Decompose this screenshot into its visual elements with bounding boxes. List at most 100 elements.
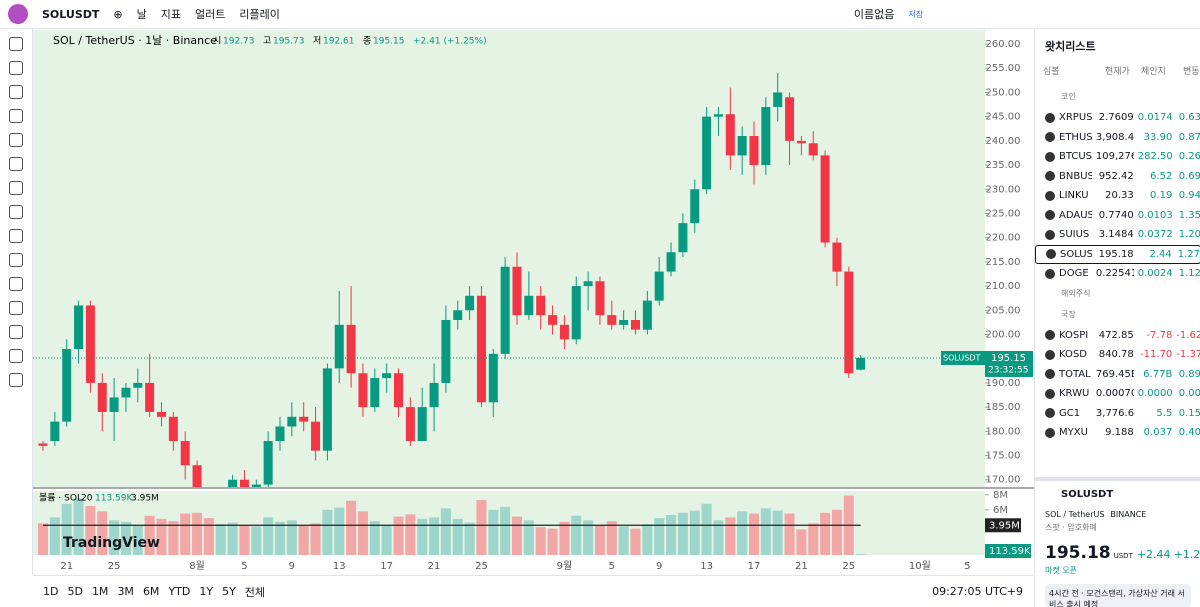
volume-bar (701, 503, 712, 555)
watchlist-row[interactable]: ADAUS 0.7740 0.0103 1.35 (1035, 206, 1200, 225)
watchlist-row[interactable]: TOTAL 769.45B 6.77B 0.89 (1035, 365, 1200, 384)
tool[interactable] (9, 373, 23, 387)
save[interactable]: 저장 (908, 9, 924, 19)
y-tick-label: 175.00 (986, 451, 1021, 462)
tool[interactable] (9, 253, 23, 267)
chart: 260.00 255.00 250.00 245.00 240.00 235.00 230.… (33, 30, 1034, 572)
alert[interactable]: 얼러트 (194, 8, 226, 21)
volume-bar (156, 518, 167, 555)
volume-tick-label: 8M (993, 490, 1008, 501)
candle-body (808, 143, 818, 156)
watchlist-row[interactable]: SUIUS 3.1484 0.0372 1.20 (1035, 225, 1200, 244)
symbol-tag (941, 350, 985, 365)
interval[interactable]: 날 (136, 8, 147, 21)
detail-news[interactable]: 4시간 전 · 모건스탠리, 가상자산 거래 서비스 출시 예정 (1045, 584, 1191, 607)
add-symbol[interactable]: ⊕ (113, 7, 123, 21)
watchlist-row[interactable]: KOSD 840.78 -11.70 -1.37 (1035, 345, 1200, 364)
group-header[interactable]: 해외주식 (1061, 288, 1091, 298)
row-cell: 952.42 (1098, 170, 1134, 182)
watchlist-row[interactable]: KOSPI 472.85 -7.78 -1.62 (1035, 326, 1200, 345)
candle-body (62, 349, 72, 422)
tool[interactable] (9, 109, 23, 123)
volume-bar (571, 515, 582, 555)
row-cell: 1.27 (1177, 248, 1200, 260)
ohlc-value: 195.73 (273, 37, 305, 47)
watchlist-row[interactable]: LINKU 20.33 0.19 0.94 (1035, 186, 1200, 205)
timeframe[interactable]: 3M (117, 585, 134, 598)
row-cell: 0.037 (1143, 427, 1173, 438)
watchlist-row[interactable]: SOLUS 195.18 2.44 1.27 (1035, 244, 1200, 264)
tool[interactable] (9, 325, 23, 339)
watchlist-row[interactable]: BNBUS 952.42 6.52 0.69 (1035, 167, 1200, 186)
tool[interactable] (9, 157, 23, 171)
volume-bar (203, 518, 214, 555)
x-tick-label: 13 (700, 561, 713, 572)
price-tag (985, 350, 1033, 377)
watchlist-row[interactable]: GC1 3,776.6 5.5 0.15 (1035, 404, 1200, 423)
volume-bar (630, 528, 641, 555)
candle-body (133, 382, 143, 388)
tool[interactable] (9, 85, 23, 99)
candle-body (856, 357, 866, 370)
timeframe[interactable]: 1Y (199, 585, 214, 598)
candle-body (429, 382, 439, 408)
symbol-search[interactable]: SOLUSDT (42, 7, 100, 21)
row-cell: 3,776.6 (1095, 407, 1134, 419)
column-header: 변동 (1183, 67, 1200, 77)
volume-tag (985, 544, 1031, 558)
volume-bar (180, 513, 191, 555)
volume-bar (677, 512, 688, 555)
row-cell: 0.15 (1178, 407, 1200, 419)
ohlc-key: 시 (213, 36, 221, 47)
tool[interactable] (9, 229, 23, 243)
timeframe[interactable]: 1D (43, 585, 59, 598)
y-tick-label: 235.00 (986, 160, 1021, 171)
row-icon (1045, 132, 1055, 142)
avatar[interactable] (8, 4, 28, 24)
volume-bar (215, 524, 226, 555)
candle-body (678, 223, 688, 253)
volume-bar (168, 521, 179, 555)
timeframe[interactable]: YTD (168, 585, 191, 598)
tool[interactable] (9, 181, 23, 195)
timeframe[interactable]: 5Y (222, 585, 236, 598)
layout-name[interactable]: 이름없음 (853, 8, 895, 21)
tool[interactable] (9, 277, 23, 291)
tool[interactable] (9, 349, 23, 363)
row-cell: 0.87 (1178, 131, 1200, 143)
row-cell: 769.45B (1095, 368, 1134, 380)
volume-bar (523, 520, 534, 555)
replay[interactable]: 리플레이 (239, 8, 280, 21)
group-header[interactable]: 국장 (1061, 309, 1076, 319)
indicators[interactable]: 지표 (160, 8, 181, 21)
row-icon (1045, 190, 1055, 201)
tool[interactable] (9, 133, 23, 147)
candle-body (441, 319, 451, 383)
timeframe[interactable]: 전체 (244, 585, 266, 599)
volume-bar (654, 518, 665, 555)
tool[interactable] (9, 61, 23, 75)
watchlist-row[interactable]: XRPUS 2.7609 0.0174 0.63 (1035, 108, 1200, 127)
detail-status: 마켓 오픈 (1045, 566, 1077, 575)
x-tick-label: 9월 (557, 560, 573, 572)
timeframe[interactable]: 5D (67, 585, 83, 598)
y-tick-label: 190.00 (986, 378, 1021, 389)
timeframe[interactable]: 6M (142, 585, 160, 598)
tool[interactable] (9, 301, 23, 315)
watchlist-row[interactable]: MYXU 9.188 0.037 0.40 (1035, 423, 1200, 442)
row-cell: 0.63 (1178, 112, 1200, 123)
volume-bar (85, 506, 96, 555)
candle-body (275, 426, 285, 442)
volume-bar (120, 521, 131, 555)
group-header[interactable]: 코인 (1061, 92, 1076, 101)
tool[interactable] (9, 37, 23, 51)
volume-bar (606, 521, 617, 555)
watchlist-row[interactable]: KRWU 0.0007050.000000 0.00 (1035, 384, 1200, 403)
tool[interactable] (9, 205, 23, 219)
timeframe[interactable]: 1M (91, 585, 109, 598)
detail-symbol: SOLUSDT (1061, 489, 1114, 500)
